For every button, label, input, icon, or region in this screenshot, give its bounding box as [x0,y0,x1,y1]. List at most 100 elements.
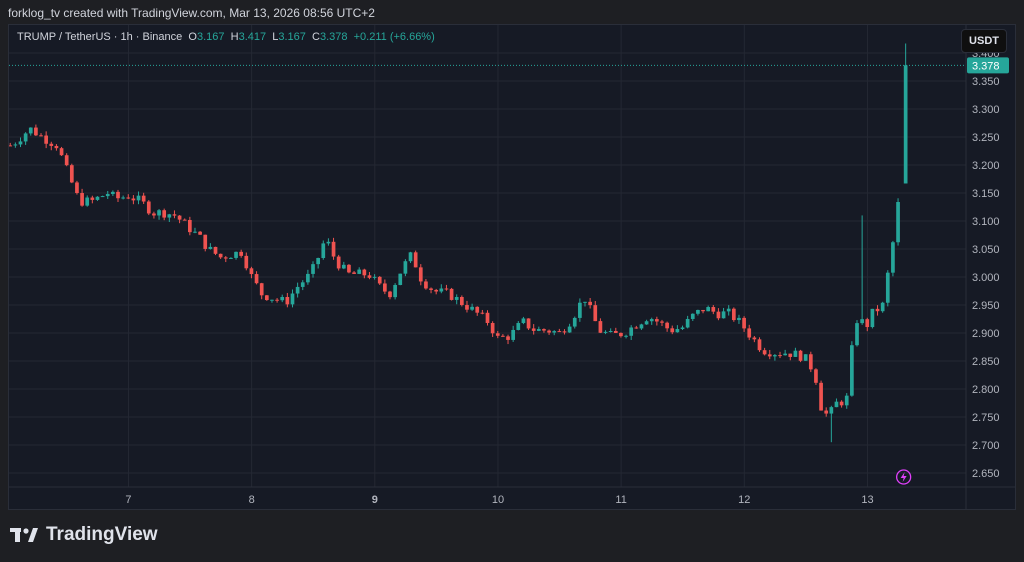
candle-body [306,273,310,283]
candle-body [85,197,90,206]
high-label: H [230,31,239,43]
close-value: 3.378 [319,31,348,43]
candle-body [341,264,346,269]
candle-body [619,332,623,337]
y-tick-label: 3.250 [972,132,1000,144]
candle-body [526,318,531,329]
attribution-text: forklog_tv created with TradingView.com,… [8,6,375,20]
tradingview-logo: TradingView [10,524,158,546]
y-tick-label: 3.300 [972,104,1000,116]
candle-body [608,330,613,332]
candle-body [485,312,490,323]
candle-body [136,195,141,201]
currency-button[interactable]: USDT [961,29,1007,53]
candle-body [100,196,105,198]
candle-body [737,317,741,321]
candle-body [49,143,54,146]
candle-body [208,246,213,249]
candle-body [552,331,557,333]
candle-body [459,297,464,306]
candle-body [731,308,736,321]
y-tick-label: 3.150 [972,188,1000,200]
candle-body [660,321,664,323]
candle-body [290,293,295,305]
candle-body [470,306,474,310]
candle-body [829,407,834,414]
chart-panel[interactable]: 3.400 3.350 3.300 3.250 3.200 3.150 3.100 3.050… [8,24,1016,510]
candle-body [603,331,608,333]
high-value: 3.417 [238,31,267,43]
candle-body [146,201,151,214]
candle-body [644,321,649,325]
lightning-icon[interactable] [895,469,912,485]
y-tick-label: 2.700 [972,440,1000,452]
x-tick-label: 7 [125,494,131,506]
candle-body [295,286,300,294]
candle-body [839,401,844,406]
y-tick-label: 2.900 [972,328,1000,340]
candle-body [629,327,634,336]
y-tick-label: 2.800 [972,384,1000,396]
candle-body [264,295,269,301]
candle-body [803,354,808,361]
candle-body [377,276,382,284]
y-tick-label: 2.950 [972,300,1000,312]
candle-body [398,273,403,285]
y-tick-label: 2.650 [972,468,1000,480]
candle-body [177,215,182,220]
close-label: C [312,31,320,43]
candle-body [434,289,439,292]
candle-body [244,255,249,269]
candle-body [105,194,110,197]
candle-body [254,274,259,284]
candle-body [300,282,305,287]
candle-body [762,350,767,355]
candle-body [547,330,551,333]
candle-body [162,210,167,218]
candle-body [95,196,100,200]
candle-body [44,135,49,144]
candle-body [270,299,274,301]
candle-body [865,319,870,328]
candle-body [875,308,880,312]
candle-body [814,369,818,383]
candle-body [562,331,567,333]
candle-body [844,395,849,406]
candle-body [218,253,223,258]
candle-body [157,210,161,216]
candle-body [372,276,377,278]
candle-body [819,382,823,411]
candle-body [280,296,285,301]
candle-body [783,353,787,356]
candle-body [778,355,782,357]
candle-body [752,337,757,340]
candle-body [598,321,603,333]
candle-body [850,345,854,396]
candle-body [572,317,577,327]
candle-body [583,301,587,303]
candle-body [685,318,690,328]
candle-body [259,283,264,296]
y-tick-label: 3.200 [972,160,1000,172]
candle-body [531,328,536,331]
candle-body [444,288,449,290]
x-tick-label: 9 [372,494,378,506]
candle-body [696,309,700,314]
candlestick-chart[interactable]: 3.4003.3503.3003.2503.2003.1503.1003.050… [9,25,1015,509]
open-value: 3.167 [196,31,225,43]
candle-body [90,197,95,200]
candle-body [711,307,716,312]
candle-body [454,297,459,300]
candle-body [418,267,423,282]
symbol-name: TRUMP / TetherUS · 1h · Binance [17,31,183,43]
candle-body [131,198,136,201]
candle-body [742,317,746,329]
candle-body [880,302,885,312]
candle-body [788,353,793,357]
candle-body [362,269,367,276]
candle-body [834,401,839,408]
candle-body [336,256,341,269]
candle-body [213,246,218,254]
y-tick-label: 3.350 [972,76,1000,88]
candle-body [249,268,254,275]
